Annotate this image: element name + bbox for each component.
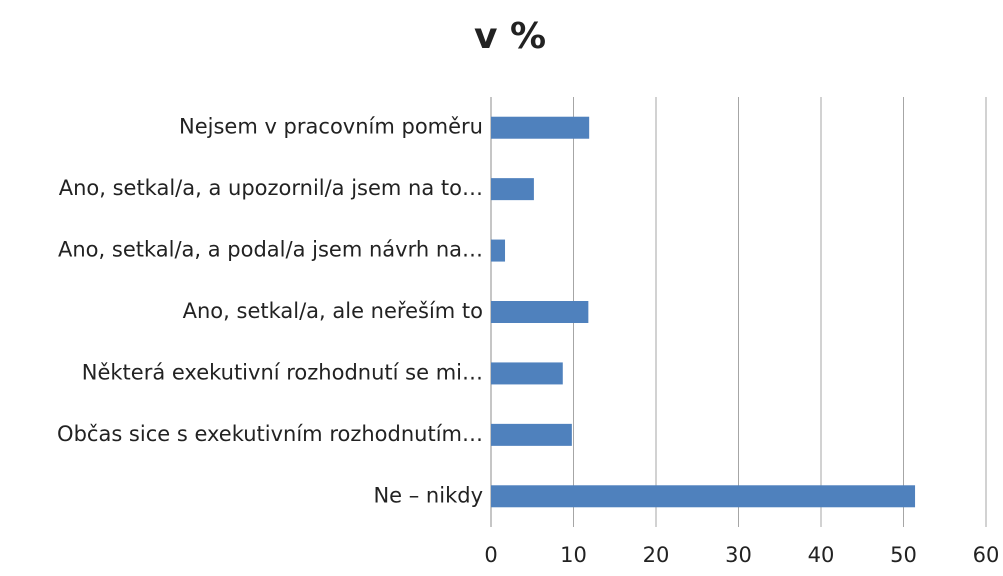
y-tick-label: Ano, setkal/a, a upozornil/a jsem na to… — [59, 176, 483, 200]
x-tick-label: 50 — [890, 543, 917, 567]
y-tick-label: Občas sice s exekutivním rozhodnutím… — [57, 422, 483, 446]
bar — [491, 116, 590, 139]
bar — [491, 301, 589, 323]
bar — [491, 485, 916, 508]
x-tick-label: 40 — [808, 543, 835, 567]
bar — [491, 178, 534, 201]
bar — [491, 362, 563, 385]
bar — [491, 423, 572, 446]
x-tick-label: 20 — [643, 543, 670, 567]
x-tick-label: 10 — [560, 543, 587, 567]
x-tick-label: 30 — [725, 543, 752, 567]
y-tick-label: Ano, setkal/a, a podal/a jsem návrh na… — [58, 238, 483, 262]
y-tick-label: Některá exekutivní rozhodnutí se mi… — [82, 360, 483, 384]
chart-title: v % — [474, 16, 546, 57]
y-tick-label: Nejsem v pracovním poměru — [179, 115, 483, 139]
y-tick-label: Ne – nikdy — [373, 483, 483, 507]
bar — [491, 239, 506, 262]
x-tick-label: 60 — [973, 543, 1000, 567]
x-tick-label: 0 — [484, 543, 497, 567]
y-tick-label: Ano, setkal/a, ale neřeším to — [183, 299, 483, 323]
